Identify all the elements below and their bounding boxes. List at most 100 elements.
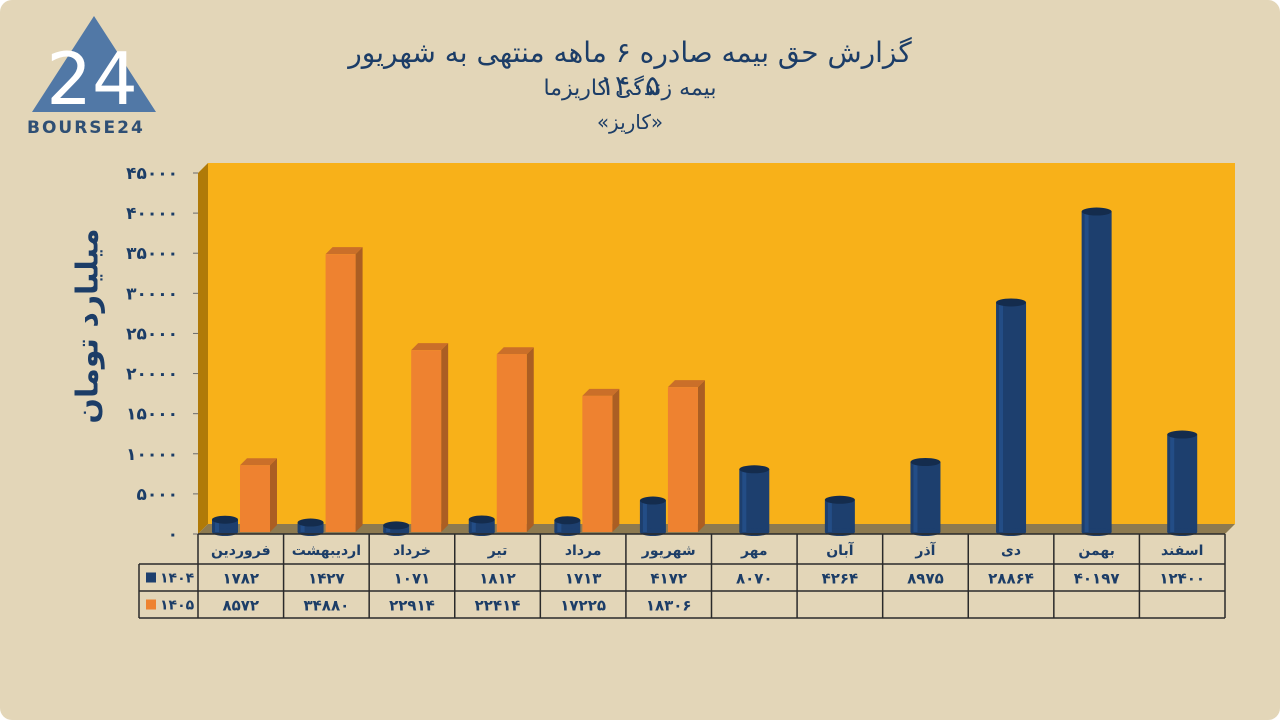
legend-swatch-1404 bbox=[146, 572, 156, 583]
bar-1404-highlight bbox=[471, 519, 476, 532]
bar-1404-top bbox=[910, 458, 941, 467]
bar-1404-highlight bbox=[215, 519, 219, 532]
data-value-label: ۸۹۷۵ bbox=[907, 570, 944, 588]
plot-side-wall bbox=[198, 163, 208, 534]
bar-1405-top bbox=[582, 388, 620, 396]
data-value-label: ۸۵۷۲ bbox=[222, 597, 259, 615]
y-tick-label: ۱۵۰۰۰ bbox=[126, 405, 178, 425]
bar-1404-body bbox=[996, 302, 1027, 532]
data-value-label: ۴۱۷۲ bbox=[650, 570, 687, 588]
bar-1405-side bbox=[270, 458, 277, 532]
bar-1404-body bbox=[554, 520, 581, 532]
legend-label: ۱۴۰۴ bbox=[160, 571, 195, 587]
data-value-label: ۲۲۴۱۴ bbox=[475, 597, 521, 615]
bar-1404-highlight bbox=[1084, 211, 1089, 532]
bar-1404-highlight bbox=[742, 469, 747, 532]
bar-1404-highlight bbox=[999, 302, 1004, 532]
bar-1405-front bbox=[411, 350, 442, 532]
x-category-label: فروردین bbox=[211, 543, 271, 559]
bar-1404-highlight bbox=[557, 520, 562, 532]
x-category-label: اسفند bbox=[1161, 543, 1203, 559]
bar-1405-top bbox=[411, 343, 449, 351]
data-value-label: ۳۴۸۸۰ bbox=[303, 597, 349, 615]
y-tick-label: ۴۵۰۰۰ bbox=[126, 164, 178, 184]
x-category-label: تیر bbox=[487, 543, 508, 559]
bar-1404-body bbox=[639, 500, 666, 532]
bar-1404-body bbox=[824, 499, 855, 532]
bar-1405-front bbox=[667, 387, 698, 532]
bar-1405-front bbox=[240, 465, 270, 532]
x-category-label: آذر bbox=[914, 541, 936, 559]
bar-1404-body bbox=[1081, 211, 1112, 532]
bar-1405-top bbox=[496, 347, 534, 355]
data-value-label: ۱۷۸۲ bbox=[222, 570, 259, 588]
bar-1405-front bbox=[582, 395, 613, 532]
chart-company: «کاریز» bbox=[596, 110, 664, 134]
bar-1404-top bbox=[468, 515, 495, 524]
data-value-label: ۲۸۸۶۴ bbox=[988, 570, 1034, 588]
bar-1404-top bbox=[996, 298, 1027, 307]
data-value-label: ۱۴۲۷ bbox=[308, 570, 345, 588]
data-value-label: ۱۷۲۲۵ bbox=[560, 597, 606, 615]
bar-1405-top bbox=[667, 380, 705, 388]
bar-1404-body bbox=[1167, 434, 1198, 532]
bar-1404-top bbox=[554, 516, 581, 525]
plot-back-wall bbox=[208, 163, 1235, 524]
bar-1404-top bbox=[383, 521, 410, 530]
bar-1405-side bbox=[355, 247, 363, 533]
legend-label: ۱۴۰۵ bbox=[160, 598, 195, 614]
bar-1404-top bbox=[1167, 430, 1198, 439]
x-category-label: اردیبهشت bbox=[292, 543, 361, 559]
data-value-label: ۱۸۱۲ bbox=[479, 570, 516, 588]
bar-1404-top bbox=[212, 515, 238, 524]
logo-text: BOURSE24 bbox=[27, 118, 145, 138]
data-value-label: ۴۲۶۴ bbox=[822, 570, 859, 588]
bar-1404-top bbox=[297, 518, 324, 527]
bar-1404-highlight bbox=[1170, 434, 1175, 532]
data-value-label: ۱۰۷۱ bbox=[394, 570, 431, 588]
x-category-label: بهمن bbox=[1078, 543, 1114, 559]
bourse24-logo: 24 bbox=[32, 16, 156, 121]
y-tick-label: ۲۵۰۰۰ bbox=[126, 324, 178, 344]
plot-floor bbox=[198, 524, 1235, 534]
y-tick-label: ۴۰۰۰۰ bbox=[126, 204, 178, 224]
bar-1404-top bbox=[739, 465, 770, 474]
bar-1405-front bbox=[496, 354, 527, 532]
bar-1404-body bbox=[297, 522, 324, 532]
bar-1404-top bbox=[639, 496, 666, 505]
data-value-label: ۲۲۹۱۴ bbox=[389, 597, 435, 615]
bar-1404-highlight bbox=[913, 462, 918, 532]
bar-1405-top bbox=[325, 247, 363, 255]
x-category-label: آبان bbox=[826, 541, 854, 559]
bar-1404-highlight bbox=[642, 500, 647, 532]
bar-1404-body bbox=[739, 469, 770, 532]
x-category-label: مهر bbox=[740, 543, 768, 559]
bar-1405-side bbox=[526, 347, 534, 532]
bar-1404-body bbox=[910, 462, 941, 532]
y-tick-label: ۱۰۰۰۰ bbox=[126, 445, 178, 465]
data-value-label: ۱۷۱۳ bbox=[565, 570, 602, 588]
y-tick-label: ۳۰۰۰۰ bbox=[126, 284, 178, 304]
data-value-label: ۴۰۱۹۷ bbox=[1074, 570, 1120, 588]
bar-1404-highlight bbox=[300, 522, 305, 532]
x-category-label: مرداد bbox=[565, 543, 602, 559]
chart-subtitle: بیمه زندگی کاریزما bbox=[543, 76, 717, 101]
logo-mark: 24 bbox=[46, 37, 138, 121]
x-category-label: شهریور bbox=[641, 543, 696, 559]
x-category-label: دی bbox=[1001, 543, 1021, 559]
chart-title: گزارش حق بیمه صادره ۶ ماهه منتهی به شهری… bbox=[348, 36, 912, 102]
legend-swatch-1405 bbox=[146, 599, 156, 610]
bar-1405-front bbox=[325, 254, 356, 533]
bar-1405-side bbox=[612, 388, 620, 532]
bar-1405-side bbox=[441, 343, 449, 532]
y-tick-label: ۵۰۰۰ bbox=[136, 485, 178, 505]
data-value-label: ۸۰۷۰ bbox=[736, 570, 773, 588]
data-value-label: ۱۲۴۰۰ bbox=[1159, 570, 1205, 588]
bar-1404-highlight bbox=[827, 499, 832, 532]
y-tick-label: ۰ bbox=[168, 525, 178, 545]
bar-1405-top bbox=[240, 458, 277, 466]
bar-1404-top bbox=[824, 495, 855, 504]
data-value-label: ۱۸۳۰۶ bbox=[646, 597, 692, 615]
